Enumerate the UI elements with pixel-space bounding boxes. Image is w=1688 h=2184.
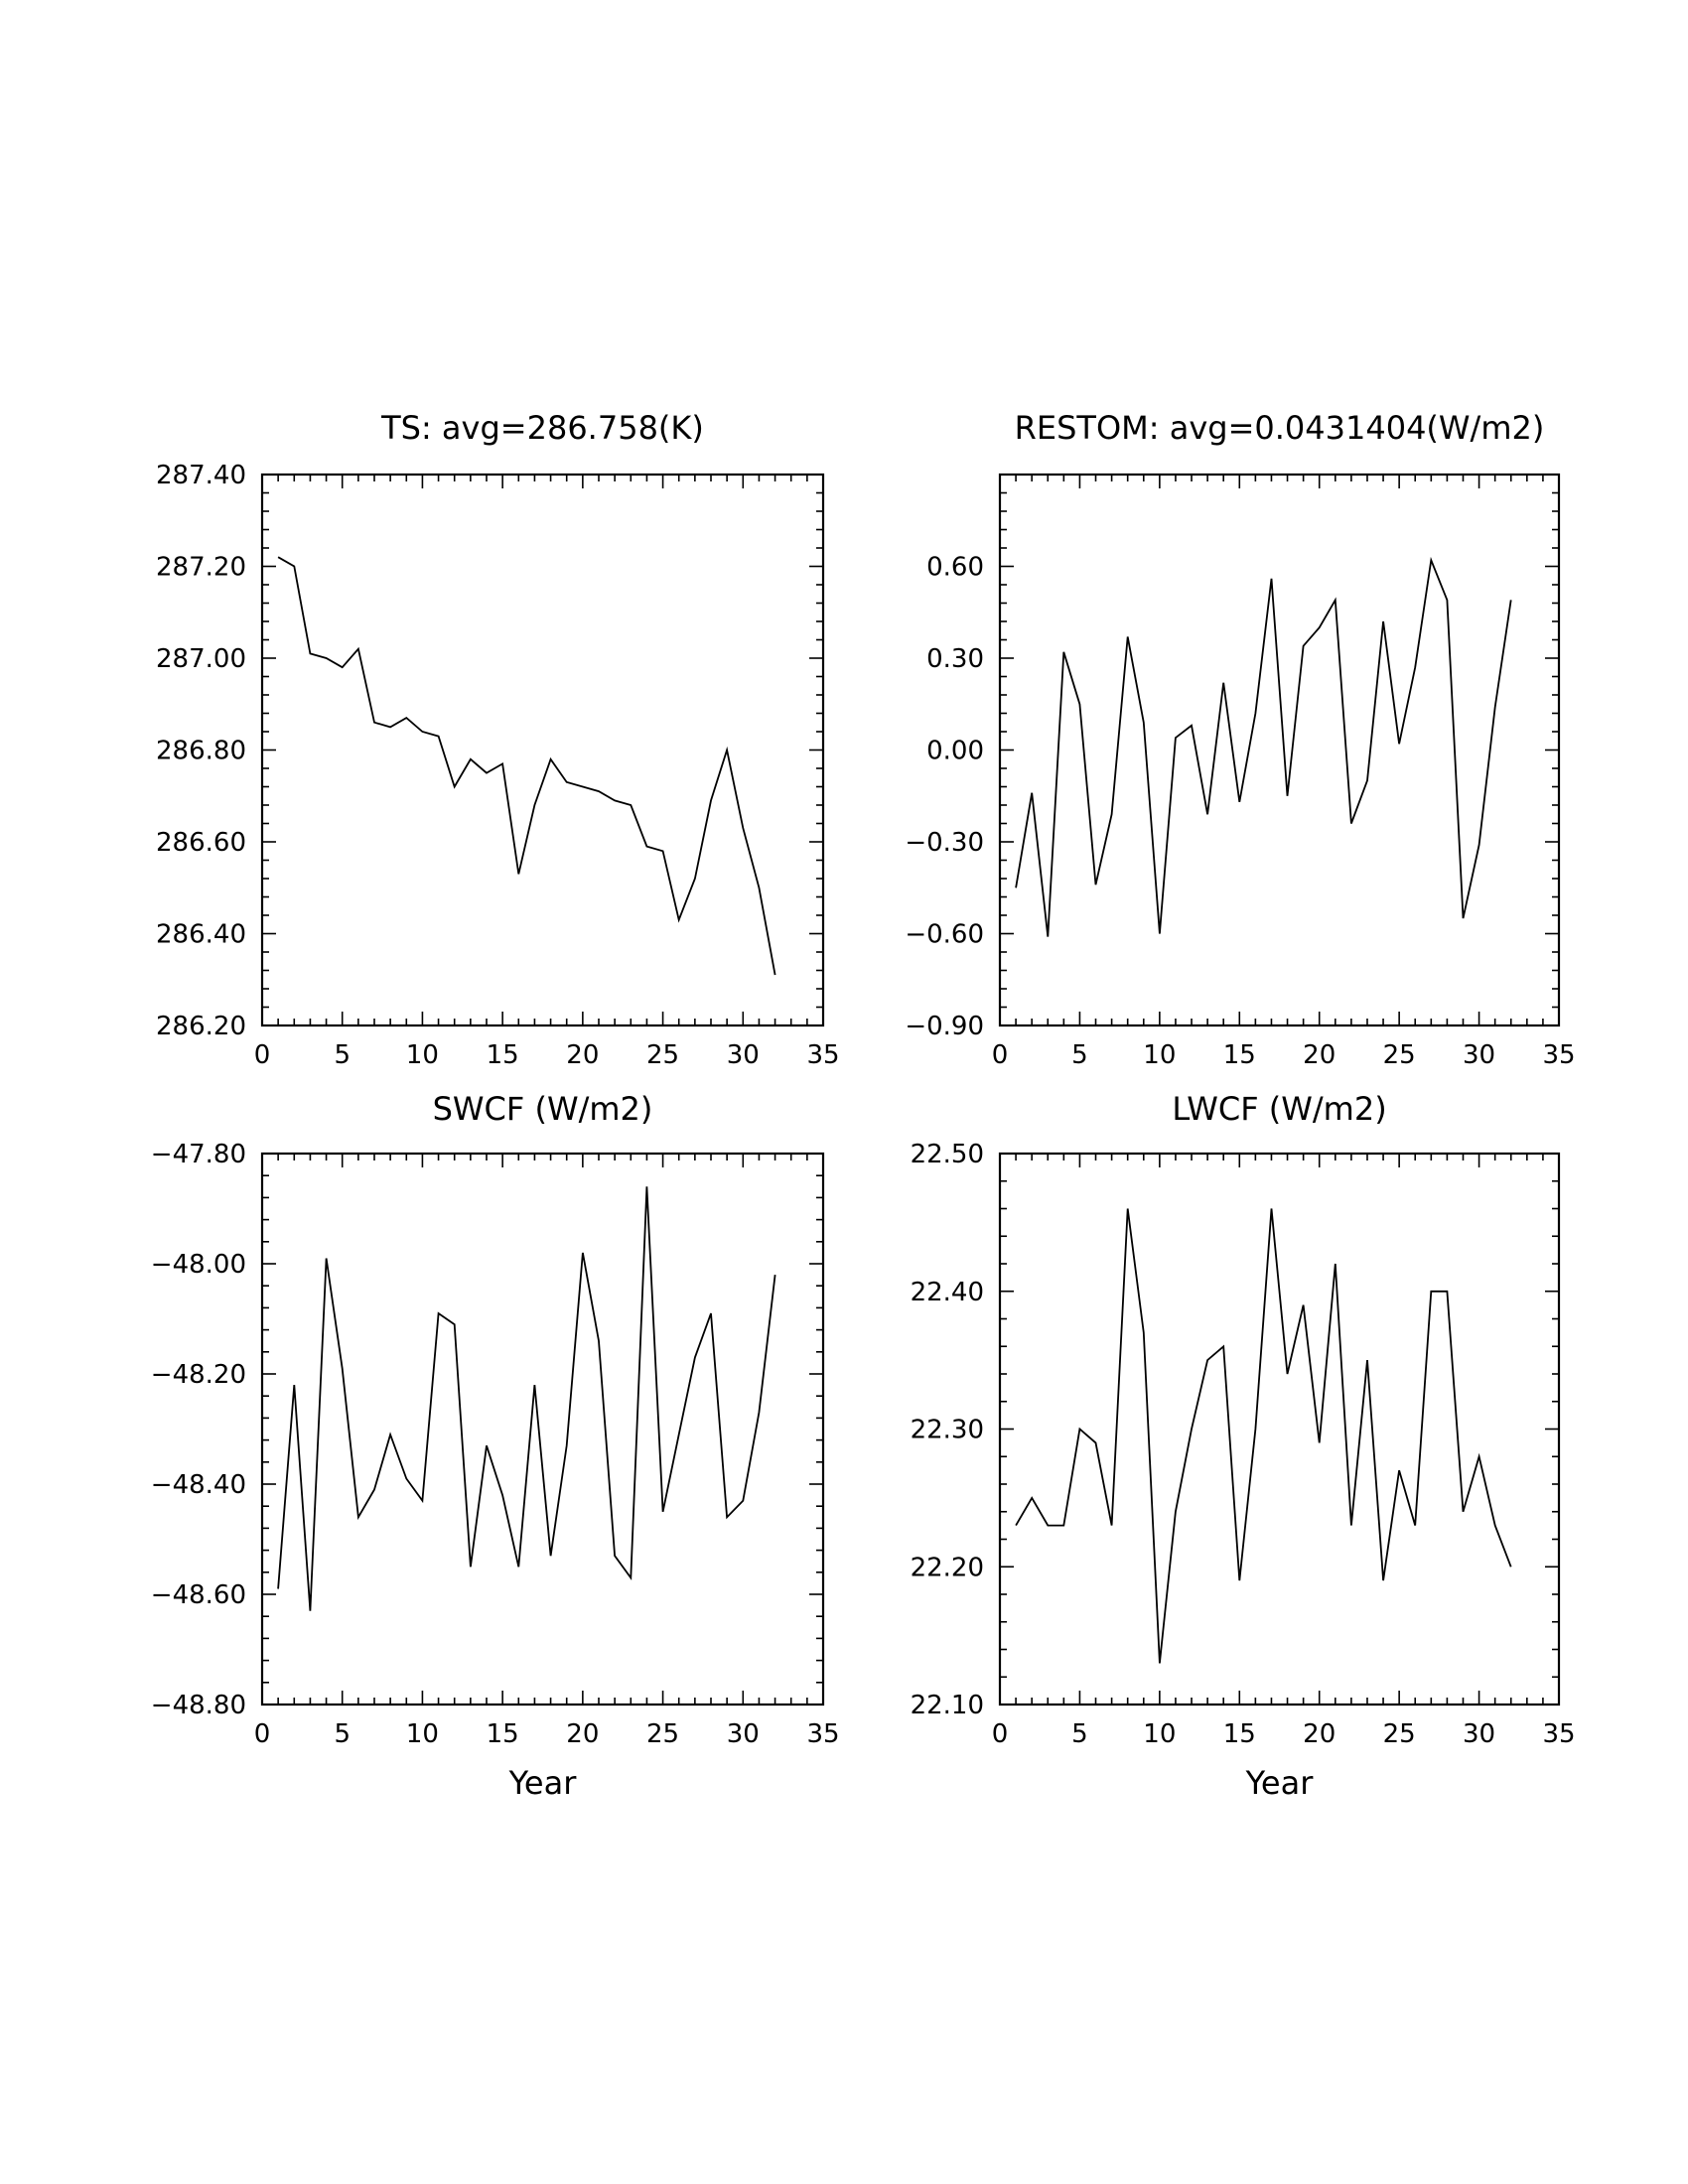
- x-tick-label: 10: [1143, 1719, 1176, 1749]
- y-tick-label: −48.00: [151, 1250, 246, 1280]
- x-tick-label: 25: [1383, 1040, 1416, 1070]
- y-tick-label: 287.40: [156, 461, 246, 490]
- y-tick-label: 287.00: [156, 644, 246, 674]
- x-tick-label: 25: [646, 1719, 679, 1749]
- x-tick-label: 0: [992, 1719, 1009, 1749]
- y-tick-label: −0.90: [905, 1012, 984, 1041]
- x-tick-label: 0: [992, 1040, 1009, 1070]
- x-tick-label: 10: [406, 1040, 439, 1070]
- chart-panel-2: 0 5 10 15 20 25 30 35 −0.90 −0.60 −0.30 0.00 0.30 0.6…: [905, 409, 1575, 1070]
- y-tick-label: −0.30: [905, 828, 984, 858]
- y-tick-label: 286.40: [156, 920, 246, 950]
- y-tick-label: 22.10: [911, 1691, 984, 1720]
- x-tick-label: 15: [1223, 1040, 1256, 1070]
- x-tick-label: 25: [646, 1040, 679, 1070]
- chart-panel-4: 0 5 10 15 20 25 30 35 22.10 22.20 22.30 22.40 22.50 L…: [911, 1090, 1576, 1802]
- x-tick-label: 20: [566, 1719, 599, 1749]
- y-tick-label: 286.60: [156, 828, 246, 858]
- y-tick-label: 0.00: [926, 737, 984, 766]
- x-tick-label: 15: [1223, 1719, 1256, 1749]
- y-tick-label: −48.80: [151, 1691, 246, 1720]
- plot-frame: [260, 1152, 825, 1706]
- series-line: [1015, 1208, 1512, 1664]
- x-tick-label: 5: [1071, 1719, 1088, 1749]
- x-tick-label: 35: [1542, 1719, 1575, 1749]
- y-tick-label: −0.60: [905, 920, 984, 950]
- series-line: [1015, 556, 1512, 937]
- y-tick-label: 0.60: [926, 553, 984, 583]
- x-tick-label: 35: [806, 1040, 839, 1070]
- x-tick-label: 30: [727, 1040, 760, 1070]
- x-tick-label: 10: [1143, 1040, 1176, 1070]
- x-tick-label: 5: [1071, 1040, 1088, 1070]
- x-tick-label: 20: [1303, 1040, 1336, 1070]
- chart-title: RESTOM: avg=0.0431404(W/m2): [1015, 409, 1545, 447]
- y-tick-label: 22.30: [911, 1416, 984, 1445]
- x-tick-label: 25: [1383, 1719, 1416, 1749]
- chart-panel-3: 0 5 10 15 20 25 30 35 −48.80 −48.60 −48.40 −48.20 −4…: [151, 1090, 840, 1802]
- chart-panel-1: 0 5 10 15 20 25 30 35 286.20 286.40 286.60 286.80 28…: [156, 409, 840, 1070]
- x-tick-label: 35: [806, 1719, 839, 1749]
- x-tick-label: 20: [1303, 1719, 1336, 1749]
- y-tick-label: −48.60: [151, 1580, 246, 1610]
- y-tick-label: −48.40: [151, 1470, 246, 1500]
- y-tick-label: 22.20: [911, 1553, 984, 1582]
- x-tick-label: 5: [334, 1040, 351, 1070]
- series-line: [277, 1186, 776, 1611]
- x-tick-label: 15: [487, 1719, 519, 1749]
- y-tick-label: −47.80: [151, 1140, 246, 1169]
- chart-title: LWCF (W/m2): [1172, 1090, 1386, 1128]
- x-tick-label: 30: [1463, 1719, 1495, 1749]
- y-tick-label: −48.20: [151, 1360, 246, 1390]
- y-tick-label: 287.20: [156, 553, 246, 583]
- x-tick-label: 20: [566, 1040, 599, 1070]
- x-axis-label: Year: [508, 1764, 578, 1802]
- plot-frame: [260, 473, 825, 1027]
- chart-title: TS: avg=286.758(K): [380, 409, 704, 447]
- x-tick-label: 35: [1542, 1040, 1575, 1070]
- x-tick-label: 30: [1463, 1040, 1495, 1070]
- y-tick-label: 286.20: [156, 1012, 246, 1041]
- chart-title: SWCF (W/m2): [433, 1090, 653, 1128]
- y-tick-label: 22.40: [911, 1278, 984, 1307]
- series-line: [277, 556, 776, 976]
- x-tick-label: 15: [487, 1040, 519, 1070]
- x-tick-label: 30: [727, 1719, 760, 1749]
- y-tick-label: 286.80: [156, 737, 246, 766]
- x-axis-label: Year: [1245, 1764, 1315, 1802]
- x-tick-label: 0: [254, 1040, 271, 1070]
- x-tick-label: 0: [254, 1719, 271, 1749]
- plot-frame: [998, 1152, 1561, 1706]
- x-tick-label: 10: [406, 1719, 439, 1749]
- y-tick-label: 22.50: [911, 1140, 984, 1169]
- x-tick-label: 5: [334, 1719, 351, 1749]
- y-tick-label: 0.30: [926, 644, 984, 674]
